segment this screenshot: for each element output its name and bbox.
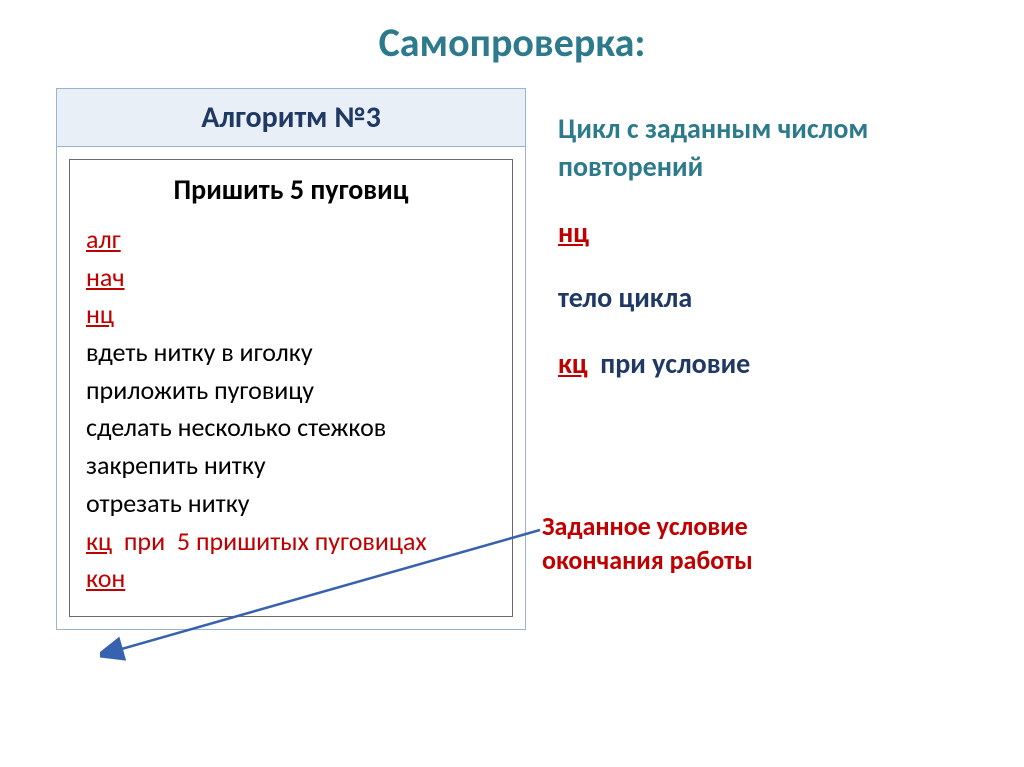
- right-line-1: Цикл с заданным числом повторений: [558, 110, 978, 186]
- right-line-4: кц при условие: [558, 345, 978, 383]
- algo-line-10: кон: [86, 560, 496, 598]
- algo-line-2: нач: [86, 259, 496, 297]
- algo-line-1: алг: [86, 221, 496, 259]
- right-explanation: Цикл с заданным числом повторений нц тел…: [558, 110, 978, 393]
- callout-text: Заданное условие окончания работы: [542, 510, 753, 578]
- callout-line-1: Заданное условие: [542, 510, 753, 544]
- algo-line-9: кц при 5 пришитых пуговицах: [86, 523, 496, 561]
- algo-line-8: отрезать нитку: [86, 485, 496, 523]
- algo-line-5: приложить пуговицу: [86, 372, 496, 410]
- callout-line-2: окончания работы: [542, 544, 753, 578]
- algorithm-box: Алгоритм №3 Пришить 5 пуговиц алг нач нц…: [56, 88, 526, 630]
- algorithm-subtitle: Пришить 5 пуговиц: [86, 172, 496, 207]
- algo-line-6: сделать несколько стежков: [86, 409, 496, 447]
- page-title: Самопроверка:: [0, 0, 1024, 67]
- algo-line-3: нц: [86, 296, 496, 334]
- algorithm-body: Пришить 5 пуговиц алг нач нц вдеть нитку…: [69, 159, 513, 617]
- algorithm-header: Алгоритм №3: [57, 89, 525, 147]
- algo-line-4: вдеть нитку в иголку: [86, 334, 496, 372]
- right-line-2: нц: [558, 214, 978, 252]
- right-line-3: тело цикла: [558, 279, 978, 317]
- algo-line-7: закрепить нитку: [86, 447, 496, 485]
